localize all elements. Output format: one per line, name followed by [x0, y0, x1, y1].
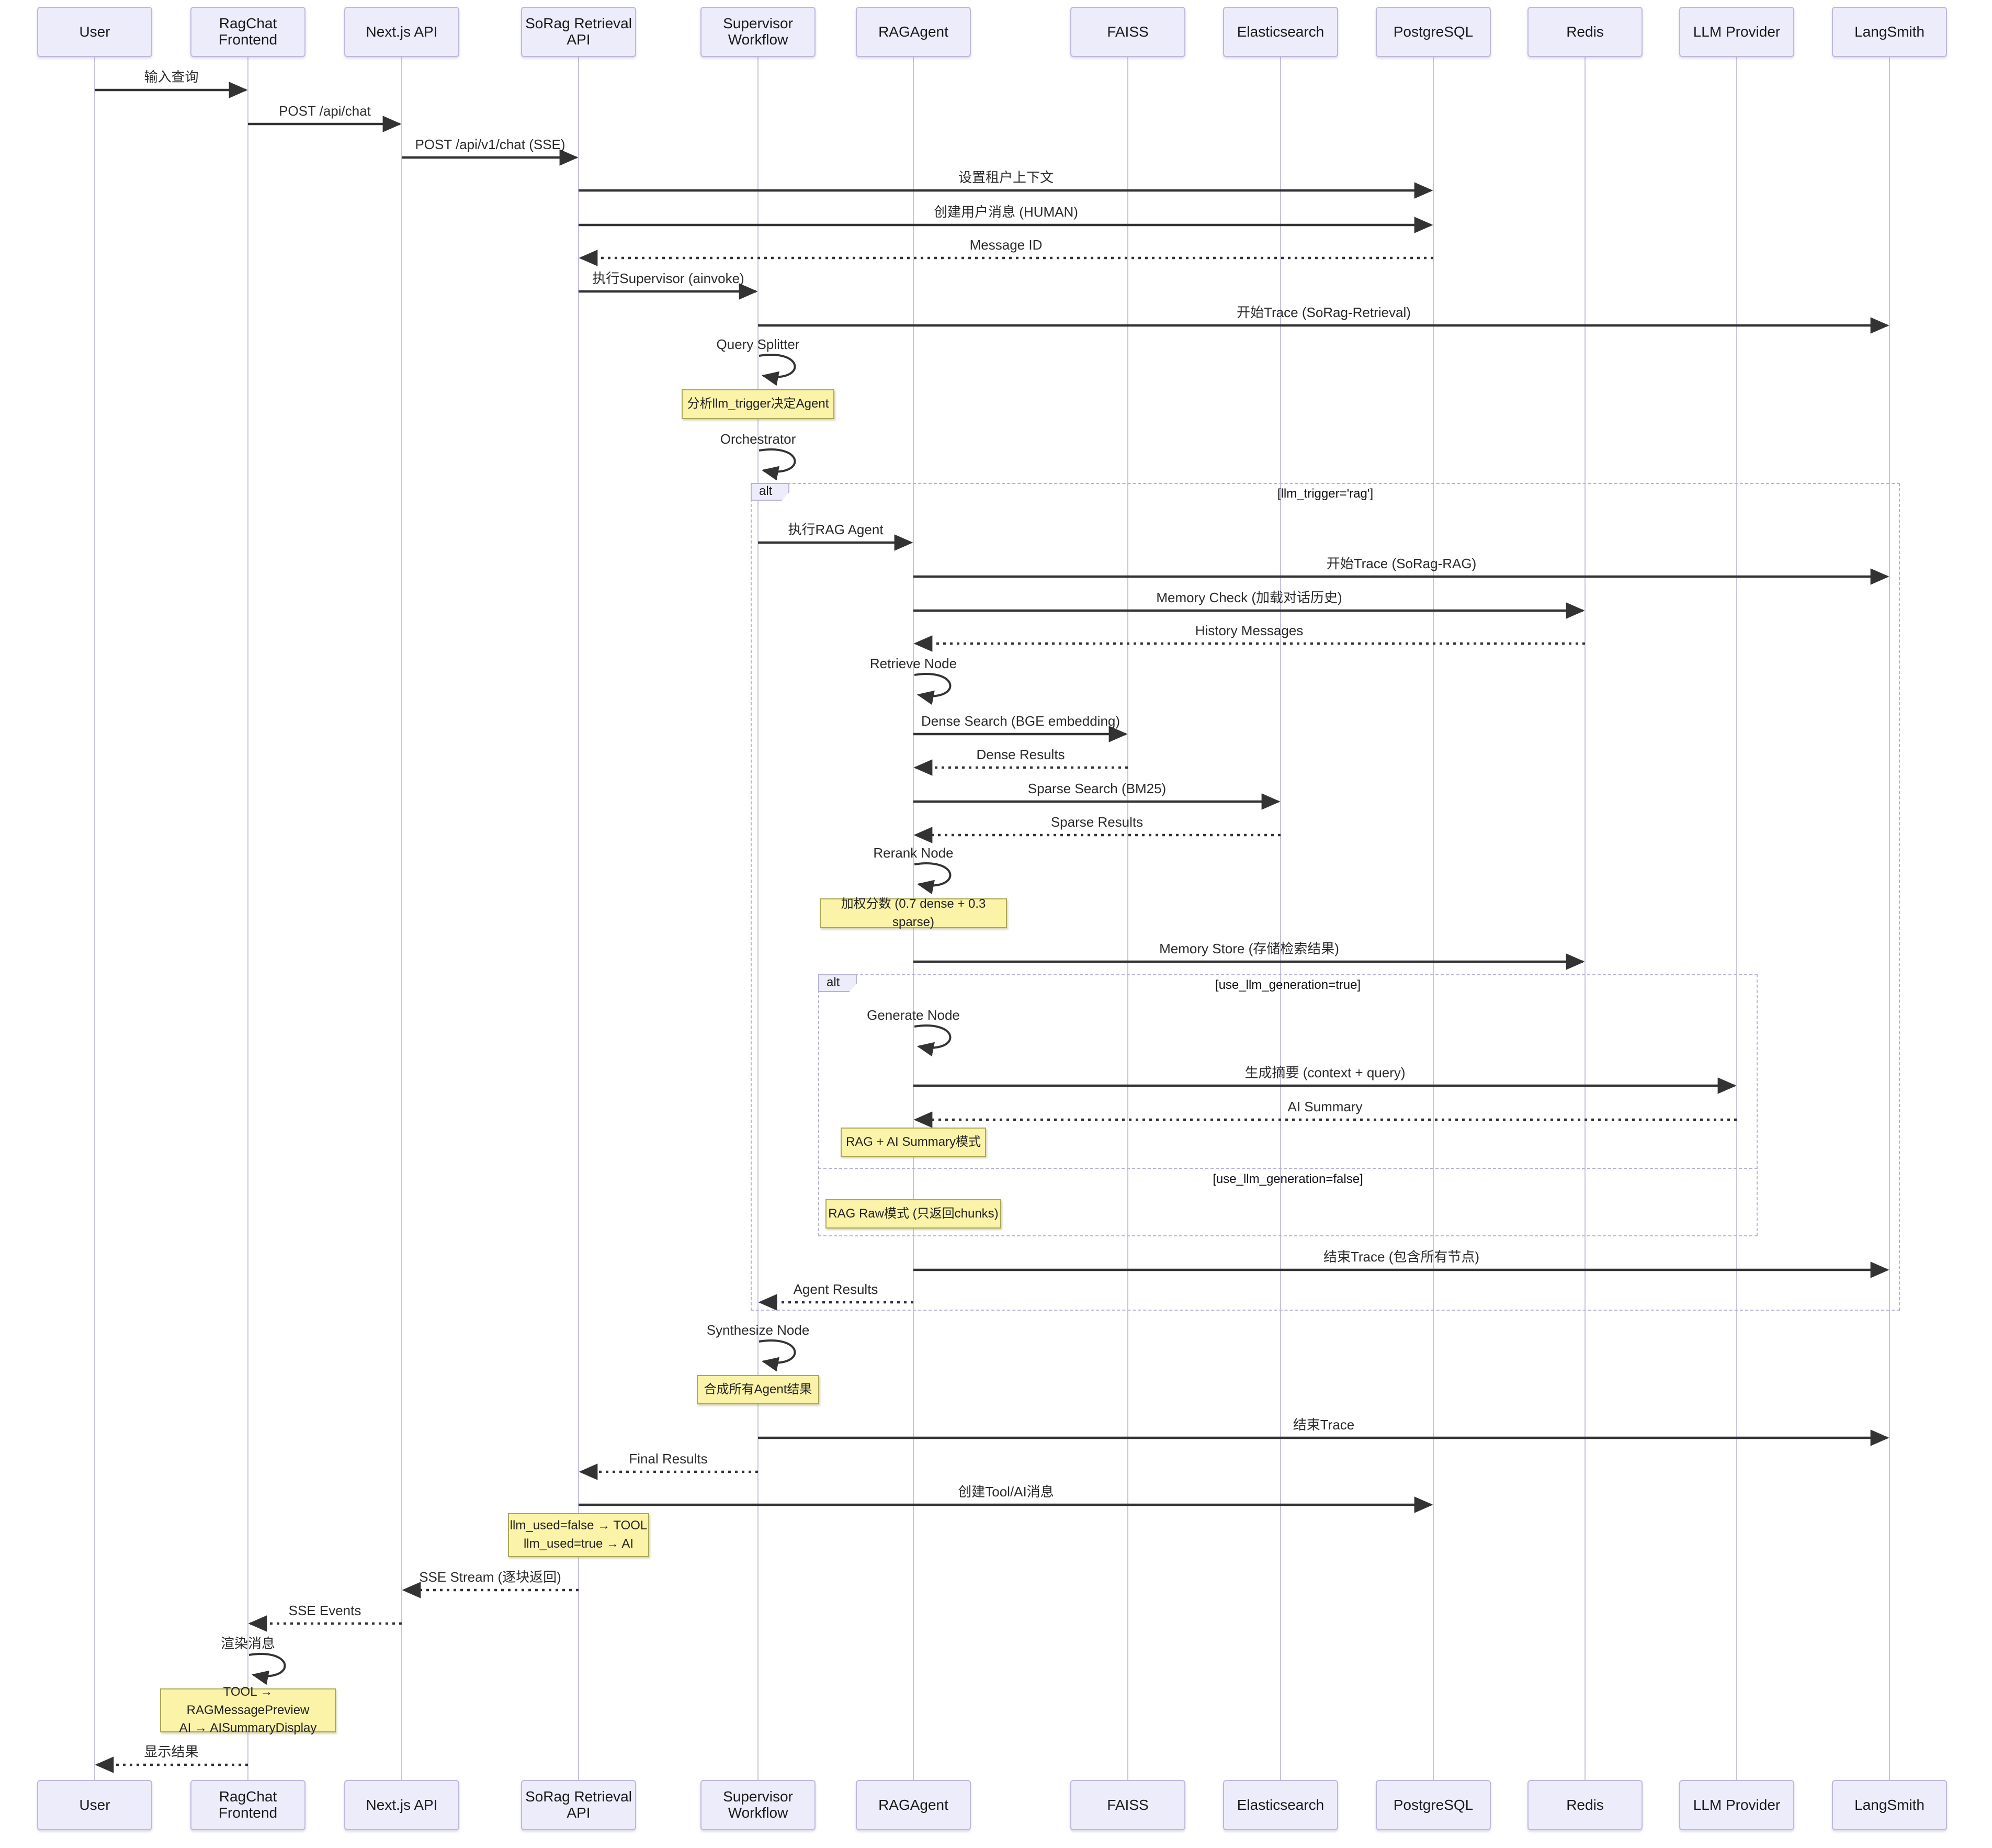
- message-label: 设置租户上下文: [958, 170, 1054, 186]
- message-label: 执行Supervisor (ainvoke): [592, 271, 744, 287]
- message-label: SSE Stream (逐块返回): [419, 1569, 561, 1585]
- participant-bottom-supervisor: Supervisor Workflow: [700, 1780, 816, 1830]
- note-4: 合成所有Agent结果: [697, 1375, 819, 1404]
- self-message-label: 渲染消息: [220, 1636, 276, 1652]
- message-label: 开始Trace (SoRag-RAG): [1326, 556, 1477, 572]
- alt-frame-0: [751, 483, 1900, 1311]
- note-line: 分析llm_trigger决定Agent: [687, 397, 829, 411]
- self-message-label: Retrieve Node: [869, 656, 957, 672]
- note-line: llm_used=false → TOOL: [510, 1518, 648, 1533]
- note-line: TOOL → RAGMessagePreview: [186, 1684, 310, 1717]
- participant-top-llm: LLM Provider: [1679, 7, 1794, 57]
- participant-top-supervisor: Supervisor Workflow: [700, 7, 816, 57]
- participant-bottom-ragagent: RAGAgent: [856, 1780, 971, 1830]
- participant-top-sorag: SoRag Retrieval API: [521, 7, 636, 57]
- message-label: Agent Results: [793, 1281, 878, 1298]
- participant-bottom-redis: Redis: [1527, 1780, 1643, 1830]
- message-label: POST /api/v1/chat (SSE): [415, 137, 565, 153]
- note-line: AI → AISummaryDisplay: [179, 1721, 317, 1736]
- participant-bottom-user: User: [37, 1780, 152, 1830]
- alt-condition-1-1: [use_llm_generation=false]: [1213, 1172, 1363, 1186]
- participant-top-user: User: [37, 7, 152, 57]
- message-label: History Messages: [1195, 623, 1304, 639]
- participant-bottom-llm: LLM Provider: [1679, 1780, 1794, 1830]
- message-label: Final Results: [629, 1451, 708, 1467]
- participant-top-postgresql: PostgreSQL: [1376, 7, 1491, 57]
- message-label: 开始Trace (SoRag-Retrieval): [1237, 305, 1411, 321]
- participant-bottom-elasticsearch: Elasticsearch: [1223, 1780, 1338, 1830]
- alt-condition-1-0: [use_llm_generation=true]: [1215, 978, 1361, 992]
- participant-bottom-nextjs: Next.js API: [344, 1780, 459, 1830]
- message-label: 生成摘要 (context + query): [1244, 1065, 1406, 1081]
- message-label: 结束Trace (包含所有节点): [1323, 1249, 1480, 1265]
- participant-top-langsmith: LangSmith: [1832, 7, 1947, 57]
- message-label: Dense Results: [976, 747, 1065, 763]
- note-6: TOOL → RAGMessagePreview AI → AISummaryDi…: [160, 1685, 336, 1735]
- self-loop-arrow-1: [759, 448, 796, 481]
- self-loop-arrow-3: [914, 862, 952, 895]
- message-label: Dense Search (BGE embedding): [921, 713, 1120, 729]
- note-line: RAG Raw模式 (只返回chunks): [828, 1206, 999, 1221]
- alt-divider-1-0: [818, 1168, 1758, 1169]
- message-label: 创建Tool/AI消息: [958, 1484, 1054, 1500]
- self-message-label: Orchestrator: [720, 431, 796, 447]
- participant-top-ragchat: RagChat Frontend: [190, 7, 305, 57]
- participant-bottom-faiss: FAISS: [1070, 1780, 1185, 1830]
- message-label: AI Summary: [1287, 1099, 1363, 1115]
- message-label: Sparse Results: [1050, 814, 1144, 830]
- alt-frame-label-0: alt: [751, 483, 789, 501]
- alt-frame-label-1: alt: [818, 974, 857, 992]
- self-loop-arrow-6: [248, 1653, 286, 1685]
- self-message-label: Synthesize Node: [706, 1322, 810, 1338]
- message-label: Memory Check (加载对话历史): [1156, 590, 1342, 606]
- message-label: Sparse Search (BM25): [1027, 781, 1167, 797]
- self-loop-arrow-4: [914, 1024, 952, 1057]
- participant-top-elasticsearch: Elasticsearch: [1223, 7, 1338, 57]
- note-line: RAG + AI Summary模式: [845, 1134, 981, 1149]
- participant-top-redis: Redis: [1527, 7, 1643, 57]
- note-2: RAG + AI Summary模式: [841, 1128, 986, 1157]
- participant-top-ragagent: RAGAgent: [856, 7, 971, 57]
- participant-bottom-langsmith: LangSmith: [1832, 1780, 1947, 1830]
- message-label: POST /api/chat: [279, 103, 371, 119]
- note-5: llm_used=false → TOOL llm_used=true → AI: [508, 1513, 649, 1557]
- message-label: 创建用户消息 (HUMAN): [934, 204, 1078, 220]
- self-message-label: Query Splitter: [716, 336, 800, 353]
- self-loop-arrow-2: [914, 673, 952, 705]
- participant-bottom-sorag: SoRag Retrieval API: [521, 1780, 636, 1830]
- note-line: llm_used=true → AI: [523, 1537, 634, 1551]
- self-message-label: Rerank Node: [873, 845, 954, 861]
- note-line: 合成所有Agent结果: [704, 1382, 812, 1396]
- note-line: 加权分数 (0.7 dense + 0.3 sparse): [841, 896, 986, 929]
- message-arrows: [95, 82, 1889, 1773]
- self-message-label: Generate Node: [867, 1007, 960, 1023]
- alt-condition-0-0: [llm_trigger='rag']: [1277, 487, 1374, 501]
- alt-frame-1: [818, 974, 1758, 1236]
- message-label: 执行RAG Agent: [788, 522, 884, 538]
- message-label: Message ID: [969, 237, 1043, 253]
- participant-top-nextjs: Next.js API: [344, 7, 459, 57]
- message-label: SSE Events: [288, 1603, 361, 1619]
- participant-bottom-ragchat: RagChat Frontend: [190, 1780, 305, 1830]
- message-label: Memory Store (存储检索结果): [1159, 941, 1339, 957]
- participant-top-faiss: FAISS: [1070, 7, 1185, 57]
- message-label: 输入查询: [144, 69, 199, 85]
- participant-bottom-postgresql: PostgreSQL: [1376, 1780, 1491, 1830]
- note-1: 加权分数 (0.7 dense + 0.3 sparse): [820, 897, 1007, 929]
- message-label: 结束Trace: [1293, 1417, 1355, 1433]
- note-0: 分析llm_trigger决定Agent: [682, 389, 834, 419]
- self-loop-arrow-5: [759, 1339, 796, 1372]
- note-3: RAG Raw模式 (只返回chunks): [825, 1199, 1001, 1229]
- self-loop-arrow-0: [759, 354, 796, 386]
- message-label: 显示结果: [144, 1744, 199, 1760]
